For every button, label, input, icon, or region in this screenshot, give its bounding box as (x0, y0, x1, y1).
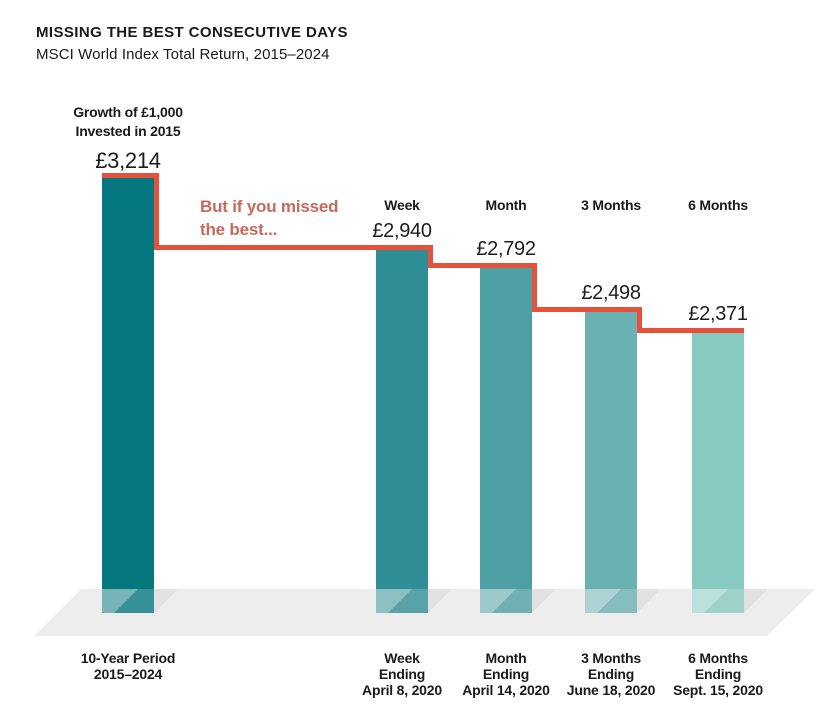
missed-best-callout: But if you missed the best... (200, 195, 338, 241)
bar-foot-tint-4 (692, 589, 744, 613)
bar-foot-highlight-4 (692, 589, 728, 613)
bar-footer-label-1-line: April 8, 2020 (362, 682, 442, 698)
bar-footer-label-3-line: Ending (587, 666, 635, 682)
bar-footer-label-2-line: Month (485, 650, 527, 666)
column-header-2-line: Month (485, 197, 527, 213)
bar-foot-tint-0 (102, 589, 154, 613)
bar-foot-tint-3 (585, 589, 637, 613)
missed-best-callout-line1: But if you missed (200, 197, 339, 216)
bar-footer-label-2-line: April 14, 2020 (462, 682, 550, 698)
bar-floor-shadow-0 (154, 589, 178, 613)
bar-footer-label-0-line: 10-Year Period (80, 650, 176, 666)
column-header-2: Month (486, 197, 527, 213)
bar-4 (692, 333, 744, 613)
bar-foot-highlight-3 (585, 589, 621, 613)
bar-floor-shadow-3 (637, 589, 661, 613)
bar-foot-highlight-0 (102, 589, 138, 613)
growth-annotation-line1: Growth of £1,000 (73, 104, 183, 120)
bar-foot-tint-2 (480, 589, 532, 613)
bar-footer-label-1-line: Week (384, 650, 420, 666)
bar-value-label-1: £2,940 (372, 220, 432, 243)
bar-footer-label-1-line: Ending (378, 666, 426, 682)
bar-value-label-3-line: £2,498 (581, 282, 641, 304)
bar-floor-shadow-4 (744, 589, 768, 613)
chart-subtitle: MSCI World Index Total Return, 2015–2024 (36, 46, 330, 63)
bar-value-label-1-line: £2,940 (372, 220, 432, 242)
bar-value-label-4: £2,371 (688, 303, 748, 326)
bar-footer-label-0: 10-Year Period 2015–2024 (80, 650, 176, 682)
bar-footer-label-4: 6 Months Ending Sept. 15, 2020 (673, 650, 763, 698)
bar-footer-label-4-line: Sept. 15, 2020 (673, 682, 763, 698)
bar-foot-highlight-2 (480, 589, 516, 613)
bar-footer-label-2-line: Ending (482, 666, 530, 682)
bar-floor-shadow-1 (428, 589, 452, 613)
bar-value-label-2: £2,792 (476, 238, 536, 261)
bar-value-label-4-line: £2,371 (688, 303, 748, 325)
bar-footer-label-1: Week Ending April 8, 2020 (362, 650, 442, 698)
column-header-4: 6 Months (688, 197, 748, 213)
bar-3 (585, 312, 637, 613)
bar-foot-highlight-1 (376, 589, 412, 613)
bar-1 (376, 250, 428, 613)
column-header-1: Week (384, 197, 420, 213)
bar-2 (480, 268, 532, 613)
bar-footer-label-4-line: Ending (694, 666, 742, 682)
column-header-3-line: 3 Months (581, 197, 641, 213)
growth-annotation: Growth of £1,000 Invested in 2015 (73, 103, 183, 141)
column-header-4-line: 6 Months (688, 197, 748, 213)
step-line (102, 173, 744, 333)
bar-value-label-0-line: £3,214 (95, 148, 161, 173)
bar-footer-label-4-line: 6 Months (688, 650, 748, 666)
bar-floor-shadow-2 (532, 589, 556, 613)
bar-value-label-3: £2,498 (581, 282, 641, 305)
bar-footer-label-3: 3 Months Ending June 18, 2020 (566, 650, 656, 698)
column-header-3: 3 Months (581, 197, 641, 213)
bar-0 (102, 178, 154, 613)
bar-value-label-2-line: £2,792 (476, 238, 536, 260)
chart-title: MISSING THE BEST CONSECUTIVE DAYS (36, 24, 348, 41)
missed-best-callout-line2: the best... (200, 220, 278, 239)
bar-value-label-0: £3,214 (95, 148, 161, 174)
column-header-1-line: Week (384, 197, 420, 213)
growth-annotation-line2: Invested in 2015 (75, 123, 181, 139)
bar-footer-label-0-line: 2015–2024 (93, 666, 163, 682)
bar-foot-tint-1 (376, 589, 428, 613)
bar-footer-label-3-line: 3 Months (581, 650, 641, 666)
bar-footer-label-2: Month Ending April 14, 2020 (462, 650, 550, 698)
bar-footer-label-3-line: June 18, 2020 (566, 682, 656, 698)
